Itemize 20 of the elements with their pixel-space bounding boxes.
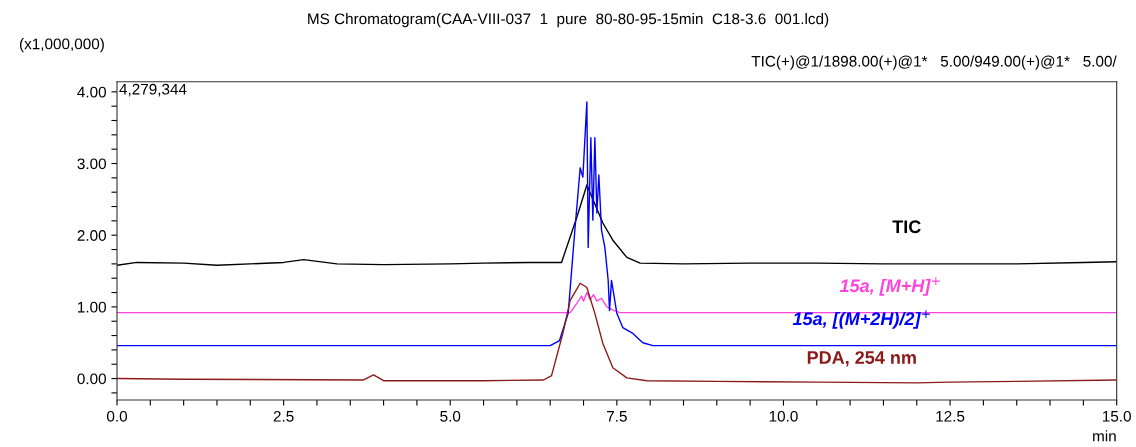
x-tick-label: 12.5 <box>936 410 965 422</box>
annotation: 4,279,344 <box>119 83 187 97</box>
chart-title: MS Chromatogram(CAA-VIII-037 1 pure 80-80-95-15min C18-3.6 001.lcd) <box>308 12 829 28</box>
y-axis-title: (x1,000,000) <box>19 38 104 53</box>
x-tick-label: 7.5 <box>607 411 627 422</box>
series-label: TIC <box>892 220 921 234</box>
y-tick-label: 1.00 <box>78 301 106 313</box>
series-label: PDA, 254 nm <box>807 351 916 367</box>
y-tick-label: 3.00 <box>77 158 106 170</box>
x-tick-label: 5.0 <box>440 410 461 422</box>
x-tick-label: 15.0 <box>1102 410 1131 422</box>
x-tick-label: 10.0 <box>769 410 798 422</box>
chart-subtitle: TIC(+)@1/1898.00(+)@1* 5.00/949.00(+)@1* 5.00/ <box>751 55 1117 70</box>
x-tick-label: 0.0 <box>106 410 128 422</box>
y-tick-label: 2.00 <box>77 230 106 241</box>
x-tick-label: 2.5 <box>273 410 294 422</box>
y-tick-label: 0.00 <box>77 373 106 385</box>
series-label: 15a, [M+H]$^{+}$ <box>839 277 940 296</box>
y-tick-label: 4.00 <box>77 86 106 98</box>
x-axis-title: min <box>1093 430 1116 442</box>
